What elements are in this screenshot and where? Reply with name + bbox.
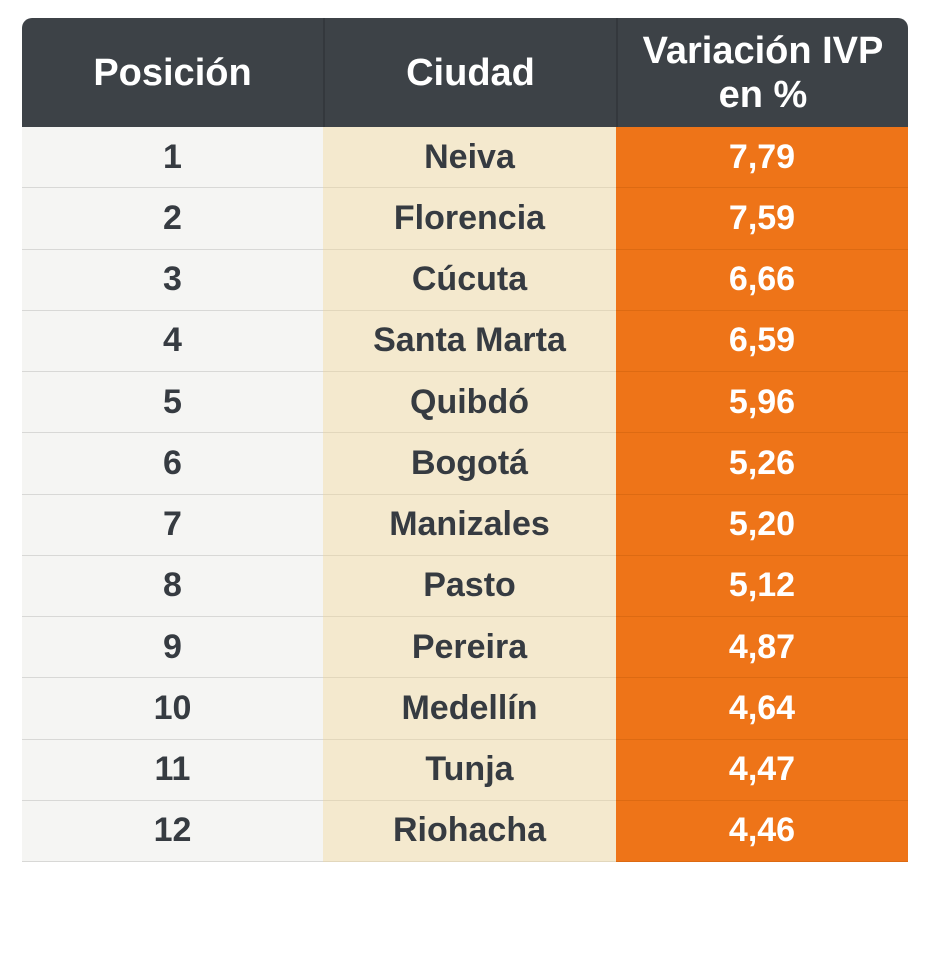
table-row: 7 Manizales 5,20 (22, 494, 908, 556)
cell-ciudad: Manizales (323, 494, 616, 556)
table-row: 5 Quibdó 5,96 (22, 372, 908, 434)
cell-variacion: 6,59 (616, 310, 908, 372)
table-row: 3 Cúcuta 6,66 (22, 249, 908, 311)
table-body: 1 Neiva 7,79 2 Florencia 7,59 3 Cúcuta 6… (22, 127, 908, 862)
table-row: 8 Pasto 5,12 (22, 555, 908, 617)
cell-variacion: 5,96 (616, 372, 908, 434)
column-header-posicion-label: Posición (93, 51, 252, 94)
cell-posicion: 2 (22, 188, 323, 250)
column-header-ciudad: Ciudad (323, 18, 616, 127)
cell-posicion: 5 (22, 372, 323, 434)
table-row: 10 Medellín 4,64 (22, 678, 908, 740)
cell-posicion: 6 (22, 433, 323, 495)
cell-posicion: 4 (22, 310, 323, 372)
cell-ciudad: Florencia (323, 188, 616, 250)
cell-ciudad: Quibdó (323, 372, 616, 434)
cell-variacion: 5,12 (616, 555, 908, 617)
cell-variacion: 4,87 (616, 617, 908, 679)
cell-ciudad: Bogotá (323, 433, 616, 495)
cell-ciudad: Pasto (323, 555, 616, 617)
column-header-variacion: Variación IVP en % (616, 18, 908, 127)
table-row: 6 Bogotá 5,26 (22, 433, 908, 495)
cell-ciudad: Tunja (323, 739, 616, 801)
table-header-row: Posición Ciudad Variación IVP en % (22, 18, 908, 127)
cell-ciudad: Pereira (323, 617, 616, 679)
cell-variacion: 6,66 (616, 249, 908, 311)
cell-ciudad: Neiva (323, 127, 616, 189)
city-ivp-ranking-table: Posición Ciudad Variación IVP en % 1 Nei… (22, 18, 908, 862)
cell-posicion: 1 (22, 127, 323, 189)
cell-posicion: 9 (22, 617, 323, 679)
column-header-variacion-line1: Variación IVP (642, 29, 884, 72)
cell-posicion: 7 (22, 494, 323, 556)
table-row: 12 Riohacha 4,46 (22, 800, 908, 862)
cell-ciudad: Santa Marta (323, 310, 616, 372)
cell-posicion: 12 (22, 800, 323, 862)
column-header-posicion: Posición (22, 18, 323, 127)
column-header-ciudad-label: Ciudad (406, 51, 535, 94)
cell-ciudad: Riohacha (323, 800, 616, 862)
cell-variacion: 5,20 (616, 494, 908, 556)
table-row: 2 Florencia 7,59 (22, 188, 908, 250)
table-row: 11 Tunja 4,47 (22, 739, 908, 801)
cell-variacion: 5,26 (616, 433, 908, 495)
table-row: 1 Neiva 7,79 (22, 127, 908, 189)
cell-posicion: 11 (22, 739, 323, 801)
column-header-variacion-line2: en % (718, 73, 808, 116)
cell-variacion: 7,79 (616, 127, 908, 189)
cell-ciudad: Medellín (323, 678, 616, 740)
cell-ciudad: Cúcuta (323, 249, 616, 311)
cell-variacion: 4,64 (616, 678, 908, 740)
cell-posicion: 10 (22, 678, 323, 740)
table-row: 4 Santa Marta 6,59 (22, 310, 908, 372)
cell-posicion: 8 (22, 555, 323, 617)
cell-variacion: 7,59 (616, 188, 908, 250)
cell-variacion: 4,47 (616, 739, 908, 801)
table-row: 9 Pereira 4,87 (22, 617, 908, 679)
cell-variacion: 4,46 (616, 800, 908, 862)
cell-posicion: 3 (22, 249, 323, 311)
